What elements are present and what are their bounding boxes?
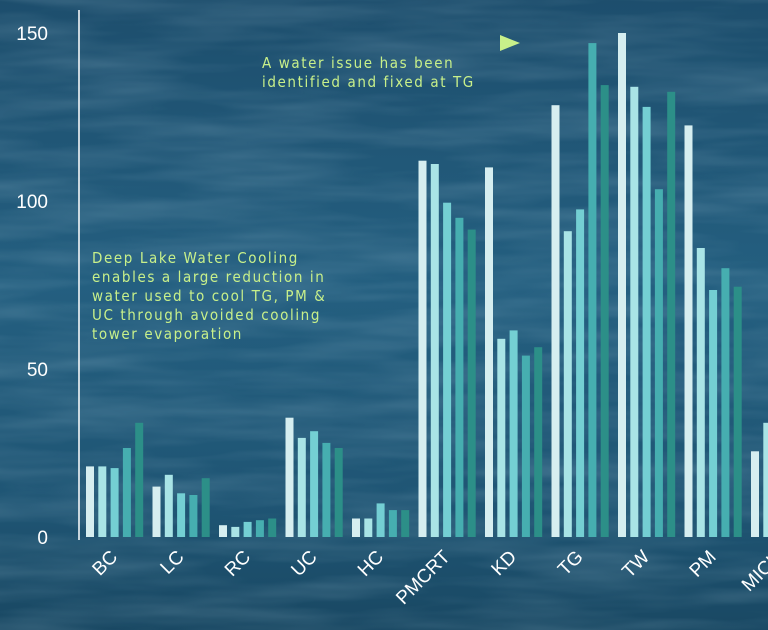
y-tick-label: 150 bbox=[16, 24, 48, 45]
bar-lc-s2 bbox=[164, 474, 173, 537]
y-tick-label: 0 bbox=[37, 528, 48, 549]
x-tick-label: RC bbox=[221, 547, 255, 581]
bar-hc-s4 bbox=[388, 510, 397, 537]
bar-tw-s3 bbox=[642, 106, 651, 538]
y-tick-label: 100 bbox=[16, 192, 48, 213]
x-tick-label: UC bbox=[287, 547, 321, 581]
x-tick-label: MICH bbox=[738, 547, 768, 596]
bar-tg-s3 bbox=[576, 209, 585, 537]
bar-bc-s5 bbox=[135, 422, 144, 537]
bar-uc-s4 bbox=[322, 442, 331, 537]
x-tick-labels: BCLCRCUCHCPMCRTKDTGTWPMMICH67 Col bbox=[89, 546, 768, 609]
bar-pm-s1 bbox=[684, 125, 693, 538]
bar-rc-s1 bbox=[219, 525, 227, 537]
bar-hc-s2 bbox=[364, 518, 373, 537]
x-tick-label: TG bbox=[554, 547, 588, 581]
bar-uc-s3 bbox=[310, 431, 319, 537]
bar-mich-s2 bbox=[763, 422, 768, 537]
bar-tg-s2 bbox=[563, 231, 572, 537]
annotation-deep-lake-cooling: Deep Lake Water Cooling enables a large … bbox=[92, 249, 327, 343]
bar-bc-s2 bbox=[98, 466, 107, 537]
bar-mich-s1 bbox=[751, 451, 759, 537]
bar-kd-s1 bbox=[485, 167, 493, 537]
x-tick-label: PM bbox=[686, 547, 721, 582]
annotation-water-issue: A water issue has been identified and fi… bbox=[262, 35, 522, 111]
bar-kd-s4 bbox=[521, 355, 530, 537]
bar-kd-s2 bbox=[497, 338, 506, 537]
bar-pmcrt-s3 bbox=[443, 202, 452, 537]
bar-uc-s5 bbox=[334, 448, 343, 537]
bar-tw-s1 bbox=[618, 33, 626, 537]
bar-lc-s5 bbox=[201, 478, 210, 537]
bar-pmcrt-s5 bbox=[467, 229, 476, 537]
annotation-water-issue-text: A water issue has been identified and fi… bbox=[262, 54, 475, 91]
bar-pmcrt-s4 bbox=[455, 217, 464, 538]
bar-kd-s3 bbox=[509, 330, 518, 537]
bar-tw-s5 bbox=[667, 91, 676, 538]
bar-tg-s4 bbox=[588, 43, 597, 537]
bar-hc-s1 bbox=[352, 518, 360, 537]
bar-lc-s3 bbox=[177, 493, 186, 537]
x-tick-label: LC bbox=[157, 547, 189, 579]
bar-pmcrt-s1 bbox=[418, 160, 427, 537]
bar-tw-s2 bbox=[630, 86, 639, 538]
bar-rc-s3 bbox=[243, 521, 252, 537]
x-tick-label: KD bbox=[488, 547, 522, 581]
bar-tw-s4 bbox=[654, 189, 663, 537]
bar-rc-s4 bbox=[255, 520, 264, 537]
bar-pm-s4 bbox=[721, 268, 730, 537]
bar-uc-s2 bbox=[297, 437, 306, 537]
x-tick-label: HC bbox=[354, 547, 388, 581]
y-tick-label: 50 bbox=[27, 360, 48, 381]
bar-tg-s1 bbox=[551, 105, 560, 537]
bar-uc-s1 bbox=[285, 417, 294, 537]
bar-bc-s3 bbox=[110, 468, 119, 537]
x-tick-label: PMCRT bbox=[392, 546, 455, 609]
y-tick-labels: 0 50 100 150 bbox=[16, 24, 48, 549]
bar-tg-s5 bbox=[600, 85, 609, 537]
bar-hc-s3 bbox=[376, 503, 385, 537]
bar-rc-s5 bbox=[268, 518, 277, 537]
bar-hc-s5 bbox=[401, 510, 410, 537]
bars-group bbox=[86, 33, 768, 538]
bar-lc-s1 bbox=[152, 486, 161, 537]
bar-pm-s5 bbox=[733, 286, 742, 537]
bar-pm-s2 bbox=[696, 248, 705, 537]
arrow-right-icon bbox=[500, 35, 520, 51]
bar-pm-s3 bbox=[709, 290, 718, 537]
bar-pmcrt-s2 bbox=[430, 164, 439, 537]
bar-rc-s2 bbox=[231, 526, 240, 537]
bar-bc-s4 bbox=[122, 448, 131, 537]
bar-bc-s1 bbox=[86, 466, 94, 537]
bar-lc-s4 bbox=[189, 495, 198, 537]
x-tick-label: BC bbox=[89, 547, 123, 581]
bar-kd-s5 bbox=[534, 347, 543, 537]
x-tick-label: TW bbox=[618, 547, 654, 583]
